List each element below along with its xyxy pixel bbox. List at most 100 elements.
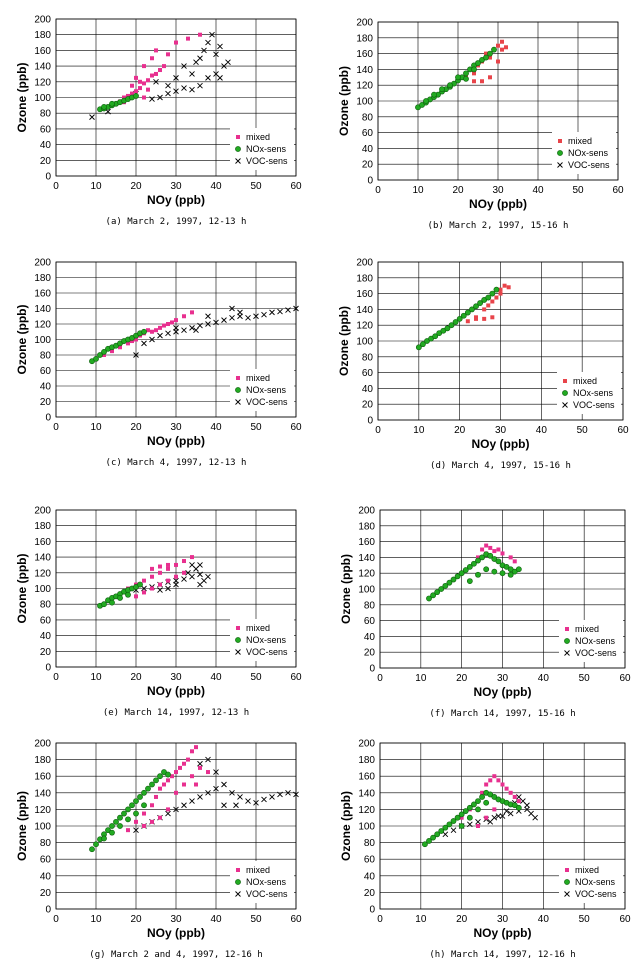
data-point-nox-sens [434,831,441,838]
data-point-nox-sens [431,91,437,98]
data-point-mixed [496,59,500,64]
data-point-nox-sens [117,814,123,821]
y-tick-label: 200 [34,258,51,269]
data-point-voc-sens [149,96,155,102]
data-point-mixed [162,782,166,787]
y-tick-label: 80 [40,600,52,611]
data-point-nox-sens [471,66,477,73]
y-tick-label: 180 [34,521,51,532]
legend-marker-voc-sens [235,649,241,655]
data-point-voc-sens [157,587,163,593]
data-point-nox-sens [125,806,131,813]
data-point-mixed [150,803,154,808]
data-point-voc-sens [213,769,219,775]
legend-label: NOx-sens [246,144,287,154]
data-point-nox-sens [491,46,497,53]
data-point-voc-sens [516,794,522,800]
data-point-nox-sens [137,581,143,588]
data-point-voc-sens [237,309,243,316]
data-point-nox-sens [483,566,490,573]
x-tick-label: 40 [210,181,222,192]
data-point-mixed [500,551,505,556]
legend-label: VOC-sens [575,648,617,658]
data-point-voc-sens [237,794,243,800]
data-point-voc-sens [261,796,267,803]
data-point-voc-sens [89,114,95,120]
data-point-nox-sens [495,558,502,565]
y-tick-label: 200 [358,506,375,517]
data-point-mixed [158,325,162,330]
data-point-mixed [182,314,186,319]
data-point-mixed [472,71,476,76]
data-point-voc-sens [495,813,502,819]
x-tick-label: 60 [290,672,302,683]
data-point-mixed [459,815,464,820]
data-point-mixed [142,578,146,583]
data-point-nox-sens [458,823,465,829]
data-point-voc-sens [285,789,291,796]
x-tick-label: 30 [497,914,509,925]
y-tick-label: 60 [364,855,376,866]
legend-label: mixed [246,132,270,142]
data-point-mixed [174,40,178,45]
x-tick-label: 60 [612,185,624,196]
data-point-nox-sens [466,804,473,811]
data-point-nox-sens [117,823,123,829]
x-tick-label: 10 [90,914,102,925]
data-point-mixed [162,64,166,69]
data-point-voc-sens [189,798,195,804]
legend-label: NOx-sens [575,636,616,646]
legend-label: VOC-sens [246,647,288,657]
panel-caption: (c) March 4, 1997, 12-13 h [106,458,247,468]
data-point-voc-sens [213,319,219,326]
legend-marker-voc-sens [564,891,570,897]
y-tick-label: 180 [34,273,51,284]
x-tick-label: 40 [536,425,548,436]
data-point-mixed [142,64,146,69]
legend-label: mixed [246,373,270,383]
x-tick-label: 0 [53,422,59,433]
data-point-nox-sens [487,552,494,559]
y-tick-label: 0 [369,905,375,916]
data-point-nox-sens [466,814,473,821]
data-point-voc-sens [197,760,203,767]
data-point-voc-sens [213,51,219,58]
chart-panel-7: 0 10 20 30 40 50 60 0 20 40 60 80 100 120 140 160 180 200… [15,739,302,961]
data-point-voc-sens [499,813,506,819]
data-point-voc-sens [285,307,291,313]
data-point-mixed [480,547,485,552]
legend-marker-nox-sens [235,146,241,152]
data-point-nox-sens [479,794,485,800]
data-point-mixed [496,778,501,783]
legend-label: NOx-sens [568,148,609,158]
data-point-mixed [504,786,509,791]
data-point-mixed [480,79,484,84]
data-point-mixed [134,819,138,824]
data-point-voc-sens [277,791,283,798]
y-tick-label: 60 [40,366,52,377]
data-point-mixed [194,745,198,750]
y-tick-label: 40 [40,140,52,151]
data-point-nox-sens [444,325,451,332]
x-tick-label: 0 [375,425,381,436]
x-axis-label: NOy (ppb) [147,926,205,940]
legend-label: NOx-sens [573,388,614,398]
legend-marker-nox-sens [235,387,241,393]
data-point-mixed [482,307,487,312]
data-point-mixed [476,555,480,560]
legend-marker-mixed [565,868,569,872]
x-tick-label: 30 [170,914,182,925]
y-tick-label: 60 [362,128,374,139]
y-axis-label: Ozone (ppb) [15,791,29,861]
data-point-nox-sens [475,571,481,578]
data-point-nox-sens [129,802,135,809]
legend-label: mixed [573,376,597,386]
x-axis-label: NOy (ppb) [472,437,530,451]
data-point-voc-sens [141,585,147,592]
data-point-nox-sens [515,804,522,811]
data-point-nox-sens [133,93,139,99]
data-point-mixed [488,545,493,550]
chart-panel-3: 0 10 20 30 40 50 60 0 20 40 60 80 100 120 140 160 180 200… [15,258,302,469]
y-axis-label: Ozone (ppb) [15,63,29,133]
data-point-nox-sens [475,806,481,813]
